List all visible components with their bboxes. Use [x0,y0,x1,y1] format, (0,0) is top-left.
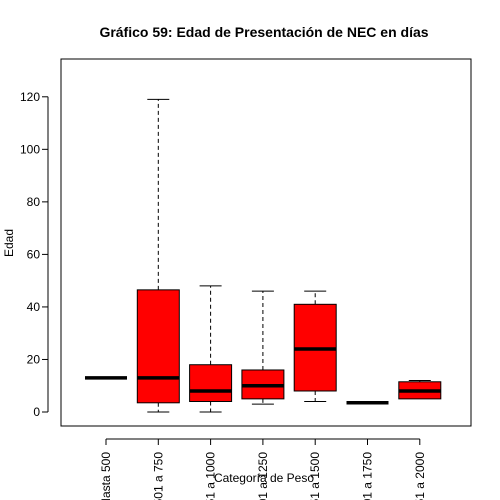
y-tick-label: 40 [27,300,41,314]
y-tick-label: 0 [33,405,40,419]
chart-title: Gráfico 59: Edad de Presentación de NEC … [99,24,428,40]
y-tick-label: 80 [27,195,41,209]
x-tick-label: 1501 a 1750 [361,452,375,500]
box-group [293,290,337,402]
x-axis-label: Categoría de Peso [214,471,314,485]
y-axis: 0 20 40 60 80 100 120 [20,90,49,419]
x-tick-label: 501 a 750 [151,452,165,500]
plot-frame [60,58,472,427]
box-group [241,290,285,405]
boxes [85,98,442,413]
box-group [398,379,442,400]
box-iqr [189,364,233,402]
x-tick-label: Hasta 500 [99,452,113,500]
x-tick-label: 1001 a 1250 [256,452,270,500]
x-tick-label: 751 a 1000 [204,452,218,500]
x-axis: Hasta 500 501 a 750 751 a 1000 1001 a 1250 1… [99,438,427,500]
box-iqr [136,289,180,404]
x-tick-label: 1251 a 1500 [308,452,322,500]
box-group [136,98,180,413]
y-tick-label: 60 [27,247,41,261]
y-tick-label: 120 [20,90,40,104]
y-tick-label: 20 [27,352,41,366]
x-tick-label: 1751 a 2000 [413,452,427,500]
y-tick-label: 100 [20,142,40,156]
box-group [189,285,233,413]
y-axis-label: Edad [2,229,16,257]
